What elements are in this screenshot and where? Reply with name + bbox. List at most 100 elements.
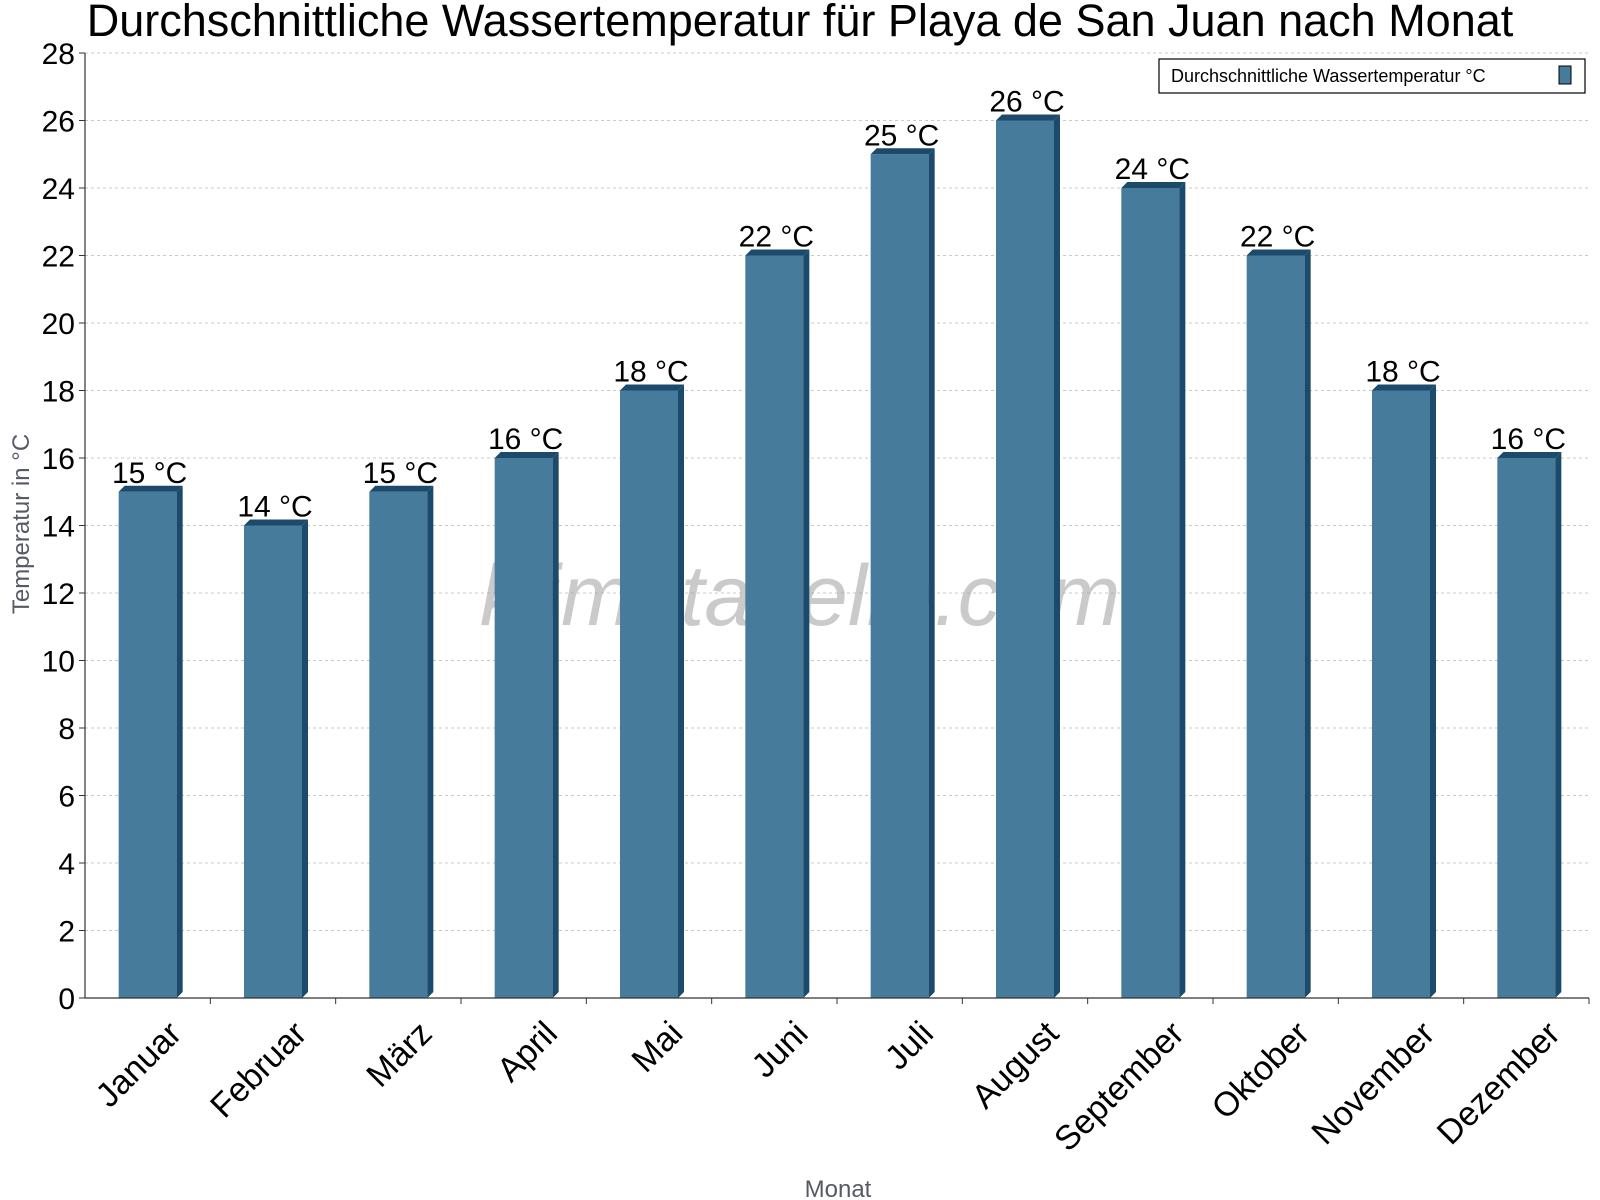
bar-front [369,491,428,998]
x-tick-labels: Januar Februar März April Mai Juni Juli AugustS… [88,1014,1567,1159]
bar-front [996,120,1054,998]
data-label: 24 °C [1115,153,1190,186]
bar-top [870,148,935,155]
bar-front [1372,390,1430,998]
y-tick-label: 6 [58,781,75,814]
y-tick-label: 2 [58,916,75,949]
legend-label: Durchschnittliche Wassertemperatur °C [1171,66,1486,86]
x-tick-label: Juni [745,1014,816,1085]
y-tick-label: 20 [42,308,75,341]
x-tick-label: Januar [88,1014,188,1114]
chart-title: Durchschnittliche Wassertemperatur für P… [87,0,1514,46]
bar-top [244,519,308,526]
bar [369,485,434,998]
y-tick-label: 4 [58,848,75,881]
bar-front [494,458,553,998]
data-label: 16 °C [1491,423,1566,456]
bar-top [996,114,1060,121]
bar-top [1121,182,1186,188]
bar-top [494,452,559,458]
bar-front [118,491,177,998]
y-tick-label: 8 [58,713,75,746]
bar-front [870,154,929,998]
bar-side [1179,182,1186,998]
bar [118,485,183,998]
bar-side [928,148,935,998]
y-tick-label: 12 [42,578,75,611]
data-label: 22 °C [1240,221,1315,254]
y-tick-label: 26 [42,106,75,139]
data-label: 14 °C [237,491,312,524]
bar-top [745,249,810,256]
x-tick-label: September [1047,1014,1191,1158]
bar [1497,452,1562,998]
bar-top [620,384,684,391]
bar-front [745,255,804,998]
y-tick-label: 16 [42,443,75,476]
data-label: 26 °C [989,86,1064,119]
bar-front [620,390,678,998]
bar-side [1304,249,1311,998]
data-label: 22 °C [739,221,814,254]
bar [745,249,810,998]
bar [870,148,935,998]
bar-front [1121,188,1180,998]
x-tick-label: Mai [625,1014,691,1080]
data-label: 15 °C [363,457,438,490]
bar-top [1372,384,1436,391]
bar [244,519,308,998]
data-label: 16 °C [488,423,563,456]
y-tick-label: 22 [42,241,75,274]
legend: Durchschnittliche Wassertemperatur °C [1158,58,1586,94]
bar [494,452,559,998]
axes [84,53,1590,1004]
bar-front [1246,255,1305,998]
legend-swatch [1558,65,1572,85]
x-tick-label: Dezember [1430,1014,1568,1152]
bar-side [427,485,434,998]
bar-side [1054,114,1060,998]
bar-side [803,249,810,998]
x-tick-label: Oktober [1204,1014,1316,1126]
bars [118,114,1562,998]
x-tick-label: März [359,1014,439,1094]
bar-top [118,485,183,492]
bar [1121,182,1186,998]
data-label: 18 °C [1365,356,1440,389]
bar-side [1430,384,1436,998]
bar-top [1497,452,1562,458]
y-tick-label: 10 [42,646,75,679]
bar-front [244,525,302,998]
x-tick-label: Juli [878,1014,941,1077]
x-tick-label: August [964,1014,1066,1116]
data-label: 25 °C [864,119,939,152]
bar [620,384,684,998]
x-tick-label: November [1304,1014,1442,1152]
y-tick-label: 14 [42,511,75,544]
y-tick-label: 24 [42,173,75,206]
bar-top [1246,249,1311,256]
bar-side [1555,452,1562,998]
data-labels: 15 °C 14 °C 15 °C 16 °C 18 °C 22 °C 25 °C 26 °C… [112,86,1566,524]
bar-side [176,485,183,998]
x-axis-label: Monat [805,1176,872,1200]
y-tick-label: 18 [42,376,75,409]
data-label: 15 °C [112,457,187,490]
bar-top [369,485,434,492]
y-tick-label: 0 [58,983,75,1016]
bar [1372,384,1436,998]
legend-box [1158,58,1586,94]
grid-lines [85,52,1589,931]
y-tick-label: 28 [42,38,75,71]
y-axis-label: Temperatur in °C [8,434,35,614]
bar-side [302,519,308,998]
bar-side [678,384,684,998]
x-tick-label: Februar [203,1014,314,1125]
bar-side [552,452,559,998]
bar-front [1497,458,1556,998]
bar [1246,249,1311,998]
bar [996,114,1060,998]
data-label: 18 °C [613,356,688,389]
